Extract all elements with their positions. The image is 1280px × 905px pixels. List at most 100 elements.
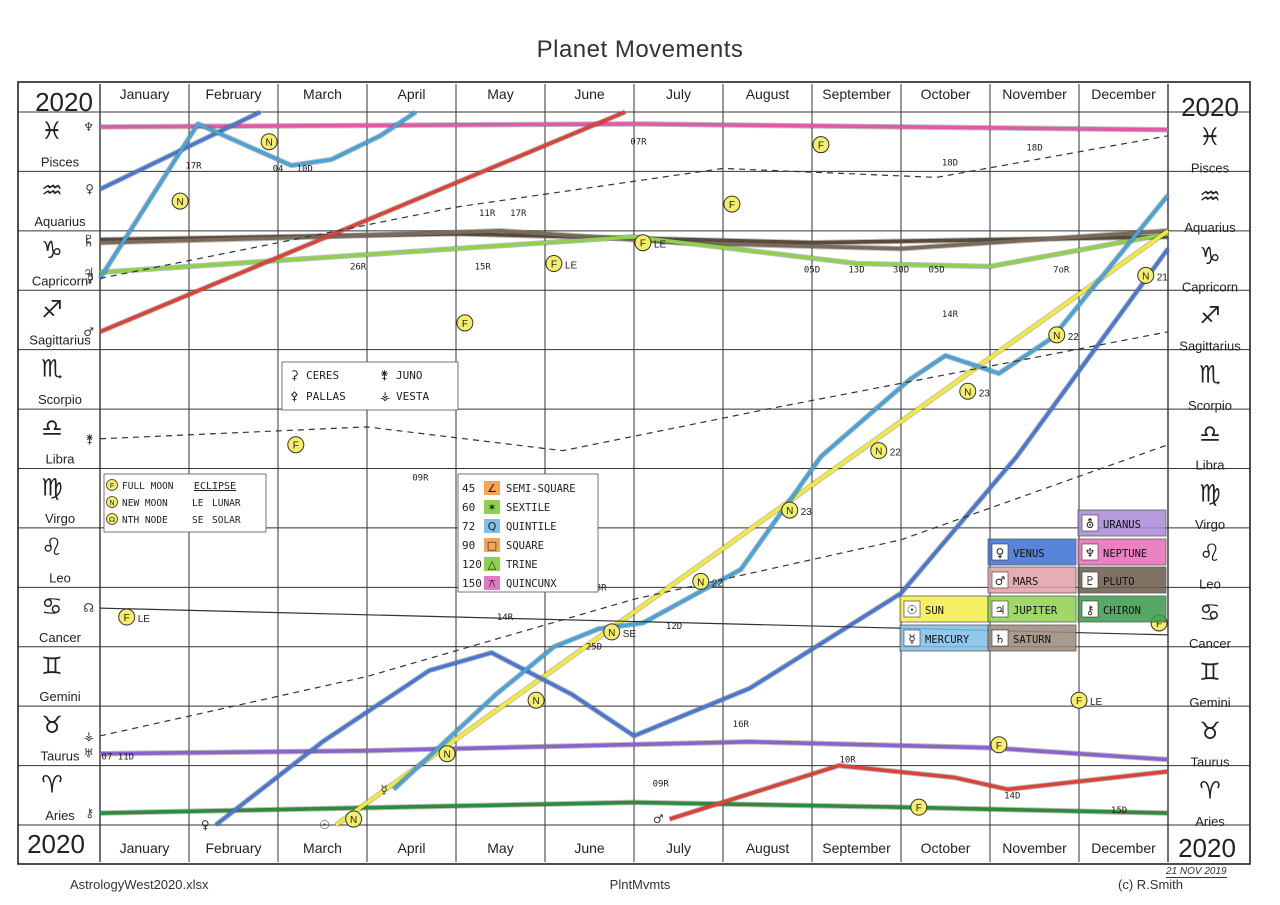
eclipse-text: LUNAR [212,498,241,509]
moon-marker-letter: F [916,803,922,814]
month-label-bottom: August [746,840,790,856]
aspect-glyph: ∠ [487,482,497,495]
sign-label-left: Libra [46,452,76,467]
month-label-top: December [1091,86,1156,102]
series-glyph: ⚷ [85,806,94,820]
sign-label-left: Cancer [39,630,82,645]
new-moon-marker [1137,266,1155,284]
asteroid-legend-box [281,361,459,411]
sign-glyph-right: ♑ [1199,242,1221,270]
station-label: 18D [1026,144,1042,154]
full-moon-marker [634,234,652,252]
legend: ⚳ CERES ⚵ JUNO ⚴ PALLAS ⚶ VESTA F FULL MOON N NEW M… [103,361,1167,652]
moon-marker-letter: N [532,696,539,707]
chart-title: Planet Movements [536,36,744,63]
footer-copyright: (c) R.Smith [1118,877,1183,892]
month-label-bottom: July [666,840,691,856]
planet-key-glyph: ☉ [907,603,918,617]
station-label: 15R [475,262,492,272]
moon-key-letter: F [110,483,114,490]
aspect-color-swatch [484,576,500,590]
sign-glyph-left: ♏ [41,355,63,383]
series-line [99,800,1169,815]
moon-marker-letter: F [996,741,1002,752]
new-moon-marker [781,501,799,519]
aspect-degree: 120 [462,558,482,571]
station-label: 7oR [1053,265,1070,275]
station-label: 10D [297,164,313,174]
station-label: 16R [733,720,750,730]
sign-glyph-left: ♈ [41,771,63,799]
moon-marker-letter: F [1076,696,1082,707]
series-glyph: ⚳ [85,271,94,285]
new-moon-marker [527,691,545,709]
planet-key-glyph: ♆ [1085,546,1096,560]
sign-label-left: Gemini [39,689,80,704]
moon-marker-letter: N [964,387,971,398]
asteroid-name: VESTA [396,390,429,403]
month-label-bottom: February [205,840,261,856]
aspect-color-swatch [484,538,500,552]
moon-marker-letter: F [1156,619,1162,630]
series-glyph: ⚵ [85,432,94,446]
moon-marker-letter: N [176,197,183,208]
aspect-degree: 60 [462,501,475,514]
full-moon-marker [723,195,741,213]
new-moon-marker [171,192,189,210]
station-label: 09R [412,473,429,483]
planet-key-glyph-box [991,600,1009,618]
station-label: 07 11D [102,753,135,763]
aspect-legend-box [457,473,599,593]
planet-key-glyph-box [903,600,921,618]
month-label-top: November [1002,86,1067,102]
eclipse-code: SE [192,515,204,526]
asteroid-name: PALLAS [306,390,346,403]
sign-label-left: Leo [49,570,71,585]
station-label: 30D [893,265,909,275]
month-label-bottom: October [921,840,971,856]
new-moon-marker [345,810,363,828]
series-glyph: ♂ [83,325,94,339]
station-label: 04 [273,164,284,174]
sign-label-left: Aries [45,808,75,823]
series-line [98,110,417,280]
asteroid-glyph: ⚳ [290,368,299,382]
planet-key-glyph-box [991,543,1009,561]
moon-event-label: LE [565,261,578,272]
sign-label-left: Capricorn [32,273,88,288]
moon-marker-letter: N [875,447,882,458]
moon-event-label: 23 [801,507,813,518]
moon-marker-letter: N [786,506,793,517]
sign-glyph-right: ♏ [1199,361,1221,389]
aspect-color-swatch [484,519,500,533]
new-moon-marker [870,442,888,460]
station-label: 05D [804,265,820,275]
station-label: 15D [1111,806,1127,816]
planet-key-glyph: ⚷ [1086,603,1095,617]
moon-marker-letter: F [124,613,130,624]
series-glyph: ♇ [83,233,94,247]
station-label: 14D [1004,791,1020,801]
month-label-bottom: November [1002,840,1067,856]
aspect-name: SQUARE [506,540,544,552]
moon-marker-letter: N [1053,331,1060,342]
month-label-top: August [746,86,790,102]
aspect-degree: 150 [462,577,482,590]
sign-glyph-right: ♍ [1199,480,1221,508]
series-glyph: ☊ [83,601,94,615]
year-label-top-left: 2020 [35,87,93,117]
aspect-color-swatch [484,481,500,495]
series-line [99,232,1169,275]
aspect-name: SEMI-SQUARE [506,483,576,495]
moon-marker-letter: N [1142,271,1149,282]
planet-key-glyph-box [1081,600,1099,618]
month-label-bottom: April [397,840,425,856]
sign-label-right: Cancer [1189,636,1232,651]
month-label-bottom: March [303,840,342,856]
sign-glyph-left: ♐ [41,295,63,323]
moon-key-text: NEW MOON [122,498,168,509]
month-label-bottom: June [574,840,605,856]
footer-date: 21 NOV 2019 [1166,866,1227,878]
month-label-bottom: May [487,840,513,856]
year-label-bottom-right: 2020 [1178,833,1236,863]
